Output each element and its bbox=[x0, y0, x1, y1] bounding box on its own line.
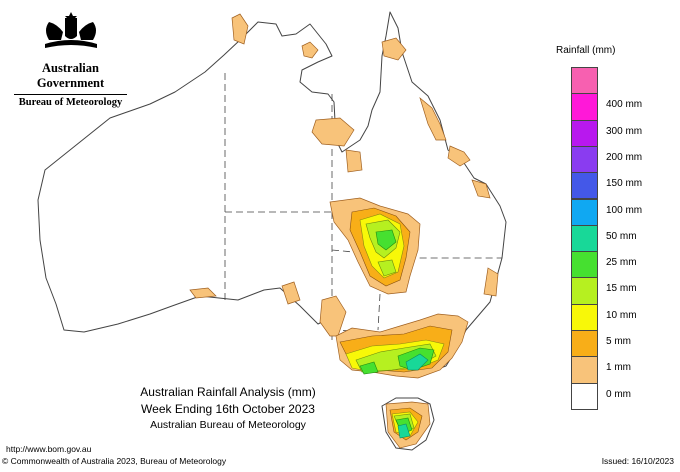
legend-swatch bbox=[571, 172, 598, 200]
map-title-block: Australian Rainfall Analysis (mm) Week E… bbox=[128, 384, 328, 432]
legend-label: 100 mm bbox=[606, 204, 643, 216]
government-name: Australian Government bbox=[36, 61, 105, 90]
bureau-name: Bureau of Meteorology bbox=[18, 97, 123, 108]
legend-swatch bbox=[571, 382, 598, 410]
map-title: Australian Rainfall Analysis (mm) bbox=[140, 385, 316, 399]
legend-swatch bbox=[571, 330, 598, 358]
footer-url[interactable]: http://www.bom.gov.au bbox=[6, 444, 92, 454]
legend-swatch bbox=[571, 119, 598, 147]
legend-swatch bbox=[571, 224, 598, 253]
rain-50mm bbox=[397, 353, 429, 439]
legend-swatch bbox=[571, 277, 598, 305]
legend-label: 1 mm bbox=[606, 362, 631, 374]
legend-label: 400 mm bbox=[606, 99, 643, 111]
map-credit: Australian Bureau of Meteorology bbox=[150, 419, 306, 431]
legend-label: 150 mm bbox=[606, 178, 643, 190]
legend-label: 25 mm bbox=[606, 257, 637, 269]
legend-swatch bbox=[571, 145, 598, 174]
header-divider bbox=[14, 94, 127, 95]
legend-label: 10 mm bbox=[606, 309, 637, 321]
legend-swatch bbox=[571, 198, 598, 226]
legend-label: 50 mm bbox=[606, 230, 637, 242]
coat-of-arms-icon bbox=[44, 12, 97, 48]
legend-label: 200 mm bbox=[606, 151, 643, 163]
legend-title: Rainfall (mm) bbox=[556, 45, 616, 56]
legend-swatch bbox=[571, 356, 598, 384]
legend-label: 300 mm bbox=[606, 125, 643, 137]
government-logo: Australian Government Bureau of Meteorol… bbox=[8, 10, 133, 108]
footer-issued-date: Issued: 16/10/2023 bbox=[601, 456, 674, 466]
footer-copyright: © Commonwealth of Australia 2023, Bureau… bbox=[2, 456, 227, 466]
state-borders bbox=[224, 73, 502, 340]
legend-swatch bbox=[571, 303, 598, 331]
legend-swatch bbox=[571, 251, 598, 279]
legend-swatch bbox=[571, 67, 598, 95]
legend-label: 0 mm bbox=[606, 388, 631, 400]
map-subtitle: Week Ending 16th October 2023 bbox=[141, 402, 315, 416]
legend-swatch bbox=[571, 93, 598, 121]
legend-label: 5 mm bbox=[606, 336, 631, 347]
legend-label: 15 mm bbox=[606, 283, 637, 295]
